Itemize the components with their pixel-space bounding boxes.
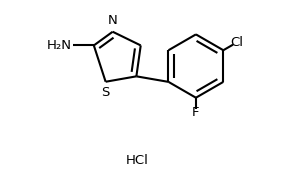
Text: HCl: HCl: [126, 154, 149, 167]
Text: Cl: Cl: [230, 36, 244, 49]
Text: N: N: [108, 14, 118, 27]
Text: F: F: [192, 106, 200, 119]
Text: S: S: [102, 86, 110, 99]
Text: H₂N: H₂N: [47, 39, 72, 52]
